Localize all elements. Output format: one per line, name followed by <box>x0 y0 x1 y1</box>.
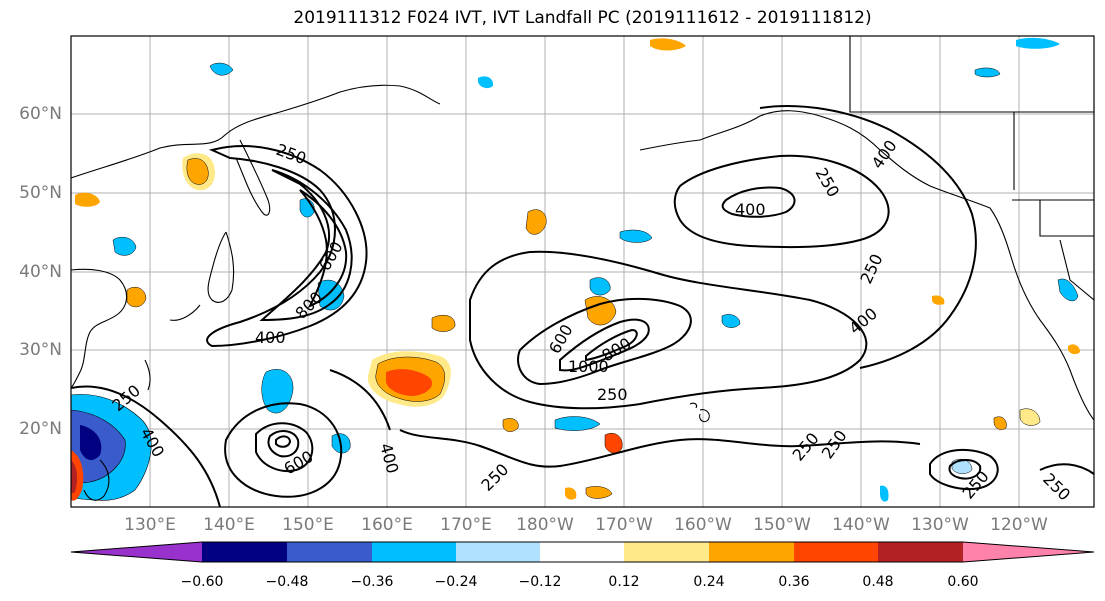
colorbar-segment <box>709 542 794 562</box>
lon-label: 160°W <box>674 515 732 535</box>
colorbar-tick-label: 0.48 <box>862 574 894 590</box>
colorbar-segment <box>963 542 1094 562</box>
lon-label: 150°E <box>282 515 334 535</box>
negative-pc-patch <box>209 62 234 76</box>
positive-pc-patch <box>525 209 547 235</box>
colorbar-tick-label: −0.60 <box>180 574 224 590</box>
colorbar-segment <box>71 542 202 562</box>
lat-label: 40°N <box>19 262 62 282</box>
colorbar-tick-label: −0.24 <box>434 574 478 590</box>
lat-label: 50°N <box>19 183 62 203</box>
colorbar-segment <box>624 542 709 562</box>
lon-label: 150°W <box>753 515 811 535</box>
negative-pc-patch <box>880 485 889 502</box>
contour-label: 250 <box>597 385 628 404</box>
positive-pc-patch <box>932 295 945 305</box>
positive-pc-patch <box>650 38 686 51</box>
contour-label: 400 <box>255 328 286 347</box>
lon-label: 180°W <box>516 515 574 535</box>
gridlines <box>71 36 1094 507</box>
positive-pc-patch <box>584 296 617 326</box>
positive-pc-patch <box>604 432 623 454</box>
positive-pc-patch <box>386 369 433 396</box>
negative-pc-patch <box>721 314 741 328</box>
colorbar-segment <box>287 542 372 562</box>
lon-label: 170°W <box>595 515 653 535</box>
colorbar-outline <box>70 541 1095 563</box>
colorbar <box>70 541 1095 563</box>
negative-pc-patch <box>951 459 973 474</box>
positive-pc-patch <box>502 418 519 432</box>
coastlines <box>71 36 1094 501</box>
positive-pc-patch <box>1019 408 1041 426</box>
lat-label: 20°N <box>19 419 62 439</box>
negative-pc-patch <box>589 277 611 296</box>
lon-label: 120°W <box>990 515 1048 535</box>
colorbar-segment <box>540 542 624 562</box>
positive-pc-patch <box>993 416 1007 430</box>
colorbar-tick-label: 0.12 <box>608 574 640 590</box>
negative-pc-patch <box>261 369 294 414</box>
negative-pc-patch <box>478 76 494 89</box>
contour-label: 1000 <box>568 357 609 376</box>
negative-pc-patch <box>974 67 1001 78</box>
positive-pc-patch <box>75 192 100 207</box>
contour-label: 400 <box>735 200 766 219</box>
colorbar-segment <box>878 542 963 562</box>
lon-label: 160°E <box>361 515 413 535</box>
colorbar-tick-label: −0.48 <box>265 574 309 590</box>
map-frame <box>70 35 1095 508</box>
positive-pc-patch <box>71 460 78 494</box>
colorbar-tick-label: −0.12 <box>518 574 562 590</box>
positive-pc-patch <box>186 158 209 185</box>
lon-label: 170°E <box>440 515 492 535</box>
ivt-contours <box>71 105 1094 507</box>
colorbar-segment <box>456 542 540 562</box>
colorbar-segment <box>202 542 287 562</box>
negative-pc-patch <box>1057 278 1079 302</box>
negative-pc-patch <box>317 279 345 311</box>
positive-pc-patch <box>585 486 613 499</box>
pc-filled-contours <box>71 37 1080 502</box>
positive-pc-patch <box>126 287 147 308</box>
lon-label: 130°W <box>911 515 969 535</box>
colorbar-segment <box>372 542 456 562</box>
lat-label: 60°N <box>19 104 62 124</box>
colorbar-tick-label: 0.36 <box>778 574 810 590</box>
negative-pc-patch <box>619 229 653 243</box>
negative-pc-patch <box>554 416 601 431</box>
positive-pc-patch <box>564 487 577 500</box>
negative-pc-patch <box>112 236 137 256</box>
negative-pc-patch <box>1016 37 1060 49</box>
lon-label: 140°W <box>832 515 890 535</box>
lon-label: 140°E <box>203 515 255 535</box>
colorbar-tick-label: 0.24 <box>693 574 725 590</box>
colorbar-tick-label: −0.36 <box>350 574 394 590</box>
colorbar-segment <box>794 542 878 562</box>
lon-label: 130°E <box>124 515 176 535</box>
colorbar-tick-label: 0.60 <box>947 574 979 590</box>
map-title: 2019111312 F024 IVT, IVT Landfall PC (20… <box>293 8 872 28</box>
negative-pc-patch <box>80 425 102 461</box>
lat-label: 30°N <box>19 340 62 360</box>
positive-pc-patch <box>1068 344 1080 355</box>
positive-pc-patch <box>431 315 456 332</box>
